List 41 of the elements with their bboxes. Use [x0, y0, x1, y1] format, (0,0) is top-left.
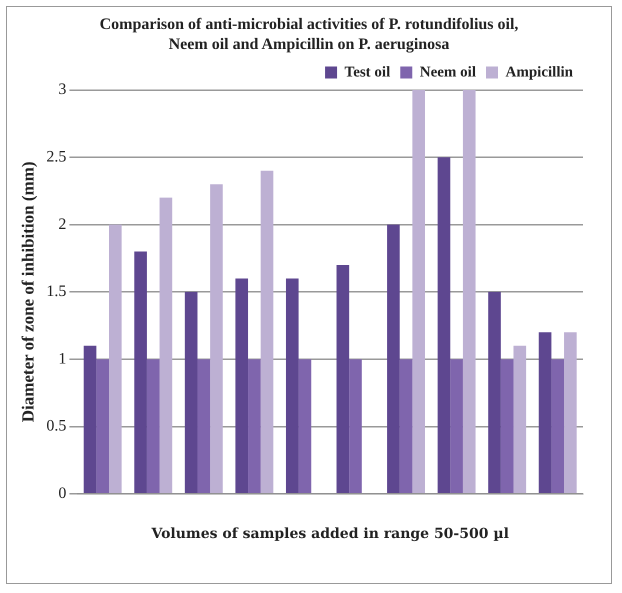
y-tick-label: 2.5 — [46, 148, 66, 166]
bar — [210, 184, 223, 494]
bar — [146, 359, 160, 494]
legend-label: Neem oil — [420, 64, 476, 80]
bar — [235, 278, 248, 494]
bar — [438, 157, 450, 494]
bar — [286, 278, 299, 494]
chart-title: Comparison of anti-microbial activities of P. rotundifolius oil, Neem oil and Ampicillin on P. aeruginosa — [98, 15, 520, 55]
y-tick-label: 1 — [58, 350, 66, 368]
bar — [488, 292, 501, 494]
bar — [160, 198, 172, 494]
bar — [400, 359, 412, 494]
bar — [197, 359, 210, 494]
bar — [500, 359, 514, 494]
bar — [109, 224, 122, 494]
y-tick-label: 0 — [58, 485, 66, 502]
bar — [387, 224, 400, 494]
bar — [538, 332, 552, 494]
y-axis-title: Diameter of zone of inhibition (mm) — [18, 162, 38, 422]
bar — [184, 292, 198, 494]
legend-label: Test oil — [344, 64, 390, 80]
y-tick-label: 0.5 — [46, 418, 66, 435]
bar — [412, 90, 425, 494]
bar — [260, 170, 274, 494]
bar — [134, 252, 147, 494]
bar — [298, 359, 312, 494]
x-axis-title: Volumes of samples added in range 50-500 µl — [150, 526, 509, 542]
bar — [248, 359, 261, 494]
legend-label: Ampicillin — [505, 64, 574, 80]
y-tick-label: 3 — [58, 81, 66, 98]
bar — [336, 264, 350, 494]
bar — [564, 332, 577, 494]
bar — [84, 346, 96, 494]
bar — [513, 346, 526, 494]
bar — [349, 359, 362, 494]
bar — [462, 90, 476, 494]
y-tick-label: 1.5 — [46, 283, 66, 300]
y-tick-label: 2 — [58, 216, 66, 233]
bar — [450, 359, 463, 494]
bar — [551, 359, 564, 494]
bar — [96, 359, 109, 494]
